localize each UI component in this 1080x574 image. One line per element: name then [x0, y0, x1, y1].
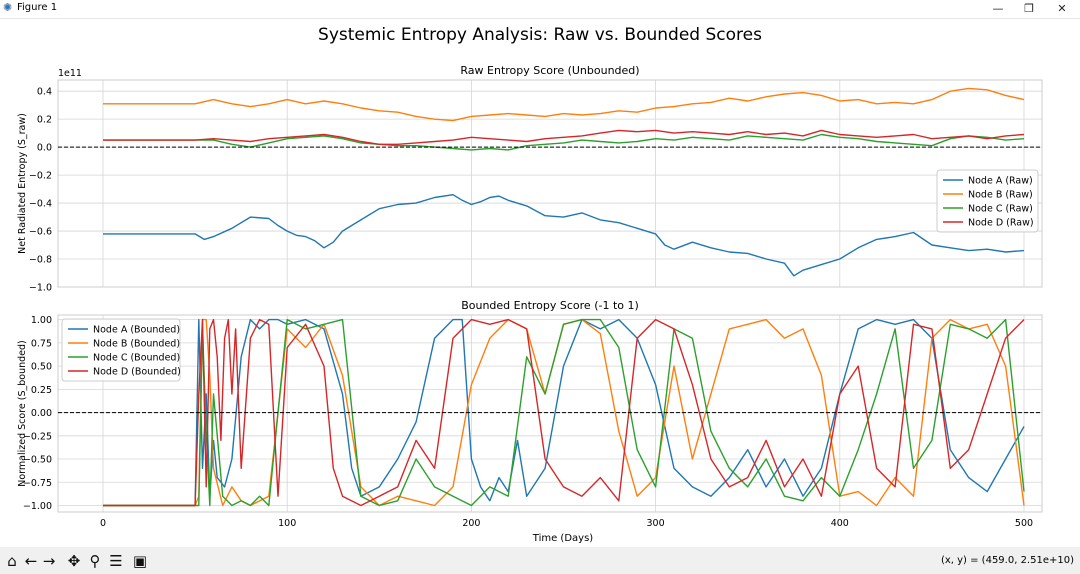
figure-canvas[interactable]: Systemic Entropy Analysis: Raw vs. Bound…	[0, 19, 1080, 546]
subplots-icon[interactable]: ☰	[109, 552, 123, 570]
x-tick-label: 200	[462, 518, 480, 529]
x-tick-label: 500	[1015, 518, 1033, 529]
navigation-toolbar: ⌂ ← → ✥ ⚲ ☰ ▣ (x, y) = (459.0, 2.51e+10)	[0, 547, 1080, 574]
legend-entry: Node B (Raw)	[968, 190, 1033, 201]
x-tick-label: 400	[831, 518, 849, 529]
zoom-icon[interactable]: ⚲	[89, 552, 101, 570]
home-icon[interactable]: ⌂	[7, 552, 17, 570]
y-axis-label: Net Radiated Entropy (S_raw)	[17, 113, 28, 254]
legend-entry: Node A (Bounded)	[93, 325, 180, 336]
subplot-title: Bounded Entropy Score (-1 to 1)	[461, 299, 639, 312]
legend-entry: Node C (Raw)	[968, 204, 1033, 215]
series-line-C	[103, 318, 1025, 507]
y-axis-label: Normalized Score (S_bounded)	[17, 340, 28, 487]
legend: Node A (Bounded) Node B (Bounded) Node C (…	[61, 318, 181, 382]
y-tick-label: −1.0	[29, 283, 52, 294]
y-tick-label: −0.6	[29, 227, 52, 238]
pan-icon[interactable]: ✥	[67, 552, 81, 570]
plot-frame	[57, 79, 1043, 288]
legend: Node A (Raw) Node B (Raw) Node C (Raw) Node…	[936, 169, 1039, 233]
y-tick-label: 0.50	[31, 362, 52, 373]
legend-box	[61, 318, 181, 382]
back-icon[interactable]: ←	[24, 552, 38, 570]
y-offset-label: 1e11	[58, 68, 82, 79]
minimize-button[interactable]: —	[992, 2, 1004, 15]
subplot-2: 0 100 200 300 400 500 1.00 0.75 0.50 0.25 0.00 −0.2…	[17, 299, 1043, 529]
x-axis-label: Time (Days)	[532, 533, 594, 544]
legend-entry: Node D (Raw)	[968, 218, 1034, 229]
subplot-title: Raw Entropy Score (Unbounded)	[460, 64, 639, 77]
cursor-coordinates: (x, y) = (459.0, 2.51e+10)	[940, 555, 1074, 566]
maximize-button[interactable]: ❐	[1024, 2, 1034, 15]
x-tick-label: 0	[100, 518, 106, 529]
y-tick-label: −0.50	[23, 455, 52, 466]
forward-icon[interactable]: →	[42, 552, 56, 570]
y-tick-label: 0.75	[31, 338, 52, 349]
y-tick-label: −0.4	[29, 199, 52, 210]
chart-svg: Systemic Entropy Analysis: Raw vs. Bound…	[17, 25, 1043, 544]
legend-box	[936, 169, 1039, 233]
series-line-A	[103, 193, 1025, 277]
series-line-C	[103, 133, 1025, 151]
series-line-B	[103, 87, 1025, 122]
y-tick-label: −1.00	[23, 501, 52, 512]
legend-entry: Node D (Bounded)	[93, 367, 181, 378]
close-button[interactable]: ✕	[1057, 2, 1067, 15]
window-title: Figure 1	[17, 2, 58, 13]
matplotlib-icon: ✺	[3, 1, 13, 14]
series-line-D	[103, 129, 1025, 146]
y-tick-label: −0.2	[29, 171, 52, 182]
series-line-D	[103, 318, 1025, 507]
y-tick-label: −0.75	[23, 478, 52, 489]
y-tick-label: 0.4	[37, 87, 52, 98]
x-tick-label: 300	[647, 518, 665, 529]
plot-frame	[57, 314, 1043, 513]
y-tick-label: −0.25	[23, 431, 52, 442]
figure-suptitle: Systemic Entropy Analysis: Raw vs. Bound…	[318, 25, 762, 45]
y-tick-label: −0.8	[29, 255, 52, 266]
plot-area	[58, 80, 1042, 287]
legend-entry: Node A (Raw)	[968, 176, 1033, 187]
subplot-1: 0.4 0.2 0.0 −0.2 −0.4 −0.6 −0.8 −1.0 Raw Entropy…	[17, 64, 1043, 294]
y-tick-label: 0.0	[37, 143, 52, 154]
y-tick-label: 0.2	[37, 115, 52, 126]
legend-entry: Node B (Bounded)	[93, 339, 180, 350]
x-tick-label: 100	[278, 518, 296, 529]
legend-entry: Node C (Bounded)	[93, 353, 180, 364]
save-icon[interactable]: ▣	[132, 552, 148, 570]
y-tick-label: 0.25	[31, 385, 52, 396]
y-tick-label: 0.00	[31, 408, 52, 419]
y-tick-label: 1.00	[31, 315, 52, 326]
window-titlebar: ✺ Figure 1 — ❐ ✕	[0, 0, 1080, 19]
